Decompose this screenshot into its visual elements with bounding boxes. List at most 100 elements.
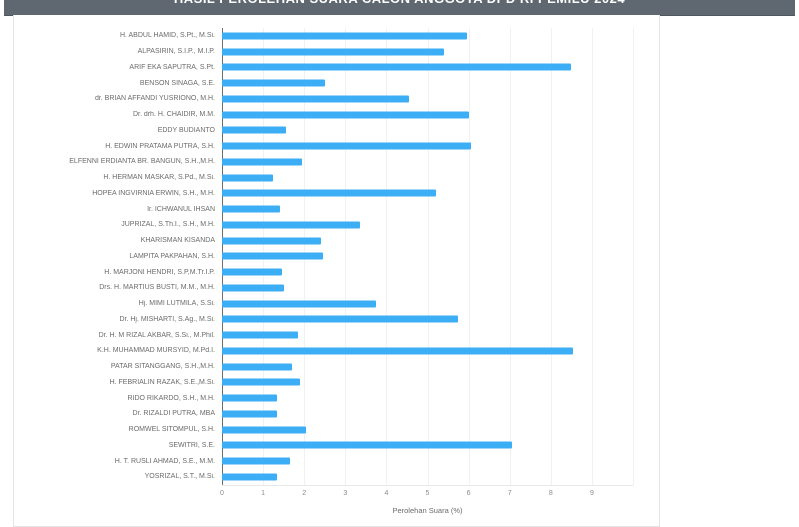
bar[interactable] [222, 394, 278, 402]
bar[interactable] [222, 378, 301, 386]
bar-row: H. EDWIN PRATAMA PUTRA, S.H. [14, 138, 659, 154]
bar-row: H. ABDUL HAMID, S.Pt., M.Si. [14, 28, 659, 44]
bar[interactable] [222, 79, 325, 87]
bar[interactable] [222, 111, 469, 119]
bar[interactable] [222, 331, 299, 339]
bar[interactable] [222, 95, 409, 103]
x-tick-label: 4 [384, 490, 389, 497]
bar-row: ELFENNI ERDIANTA BR. BANGUN, S.H.,M.H. [14, 154, 659, 170]
category-label: Dr. RIZALDI PUTRA, MBA [132, 410, 215, 418]
bar-track [222, 154, 633, 170]
x-axis-ticks: 0 1 2 3 4 5 6 7 8 9 [220, 490, 633, 500]
category-label: Hj. MIMI LUTMILA, S.Si. [138, 300, 215, 308]
category-label: Dr. drh. H. CHAIDIR, M.M. [132, 111, 215, 119]
bar-row: KHARISMAN KISANDA [14, 233, 659, 249]
bar-row: SEWITRI, S.E. [14, 438, 659, 454]
bar[interactable] [222, 457, 290, 465]
bar[interactable] [222, 347, 574, 355]
bar[interactable] [222, 221, 360, 229]
bar-row: Dr. Hj. MISHARTI, S.Ag., M.Si. [14, 312, 659, 328]
category-label: H. HERMAN MASKAR, S.Pd., M.Si. [103, 174, 215, 182]
bar-row: RIDO RIKARDO, S.H., M.H. [14, 390, 659, 406]
category-label: BENSON SINAGA, S.E. [139, 79, 215, 87]
bar-row: H. HERMAN MASKAR, S.Pd., M.Si. [14, 170, 659, 186]
bar-track [222, 107, 633, 123]
bar-track [222, 170, 633, 186]
category-label: dr. BRIAN AFFANDI YUSRIONO, M.H. [94, 95, 215, 103]
bar-track [222, 375, 633, 391]
bar-track [222, 280, 633, 296]
bar-track [222, 186, 633, 202]
bar[interactable] [222, 32, 467, 40]
gridline [427, 28, 429, 485]
bar-row: BENSON SINAGA, S.E. [14, 75, 659, 91]
bar-track [222, 312, 633, 328]
bar-row: H. FEBRIALIN RAZAK, S.E.,M.Si. [14, 375, 659, 391]
bar[interactable] [222, 441, 512, 449]
bar[interactable] [222, 48, 444, 56]
bar-row: Hj. MIMI LUTMILA, S.Si. [14, 296, 659, 312]
category-label: PATAR SITANGGANG, S.H.,M.H. [110, 363, 215, 371]
category-label: ARIF EKA SAPUTRA, S.Pt. [129, 63, 215, 71]
bar[interactable] [222, 63, 572, 71]
category-label: ALPASIRIN, S.I.P., M.I.P. [137, 48, 215, 56]
category-label: RIDO RIKARDO, S.H., M.H. [127, 394, 215, 402]
bar-track [222, 264, 633, 280]
bar[interactable] [222, 410, 278, 418]
bar-track [222, 453, 633, 469]
category-label: H. EDWIN PRATAMA PUTRA, S.H. [105, 142, 215, 150]
category-label: Drs. H. MARTIUS BUSTI, M.M., M.H. [99, 284, 215, 292]
bar-track [222, 438, 633, 454]
bar-track [222, 201, 633, 217]
bar[interactable] [222, 174, 274, 182]
bar-track [222, 60, 633, 76]
bar-row: ROMWEL SITOMPUL, S.H. [14, 422, 659, 438]
bar[interactable] [222, 473, 278, 481]
category-label: EDDY BUDIANTO [157, 126, 215, 134]
app-header: HASIL PEROLEHAN SUARA CALON ANGGOTA DPD … [4, 0, 795, 16]
page-title: HASIL PEROLEHAN SUARA CALON ANGGOTA DPD … [4, 0, 795, 6]
bar[interactable] [222, 426, 307, 434]
bar-row: Ir. ICHWANUL IHSAN [14, 201, 659, 217]
category-label: H. MARJONI HENDRI, S.P,M.Tr.I.P. [104, 268, 215, 276]
x-tick-label: 7 [507, 490, 512, 497]
gridline [468, 28, 470, 485]
gridline [633, 28, 634, 485]
bar[interactable] [222, 189, 436, 197]
gridline [550, 28, 552, 485]
bar[interactable] [222, 252, 323, 260]
gridline [345, 28, 347, 485]
bar-track [222, 359, 633, 375]
category-label: HOPEA INGVIRNIA ERWIN, S.H., M.H. [92, 189, 215, 197]
bar[interactable] [222, 315, 459, 323]
bar-track [222, 28, 633, 44]
bar[interactable] [222, 205, 280, 213]
chart-rows: H. ABDUL HAMID, S.Pt., M.Si. ALPASIRIN, S… [14, 28, 659, 485]
bar[interactable] [222, 363, 292, 371]
bar-row: EDDY BUDIANTO [14, 123, 659, 139]
x-tick-label: 8 [548, 490, 553, 497]
bar[interactable] [222, 284, 284, 292]
bar[interactable] [222, 158, 303, 166]
bar-row: H. MARJONI HENDRI, S.P,M.Tr.I.P. [14, 264, 659, 280]
category-label: H. T. RUSLI AHMAD, S.E., M.M. [114, 457, 215, 465]
bar-track [222, 406, 633, 422]
gridline [386, 28, 388, 485]
bar[interactable] [222, 300, 377, 308]
x-tick-label: 1 [261, 490, 266, 497]
bar[interactable] [222, 237, 321, 245]
category-label: K.H. MUHAMMAD MURSYID, M.Pd.I. [97, 347, 215, 355]
bar[interactable] [222, 268, 282, 276]
bar-track [222, 296, 633, 312]
gridline [591, 28, 593, 485]
x-tick-label: 3 [343, 490, 348, 497]
bar-track [222, 91, 633, 107]
bar[interactable] [222, 142, 471, 150]
chart-card: H. ABDUL HAMID, S.Pt., M.Si. ALPASIRIN, S… [13, 15, 660, 527]
bar[interactable] [222, 126, 286, 134]
bar-row: ARIF EKA SAPUTRA, S.Pt. [14, 60, 659, 76]
category-label: ELFENNI ERDIANTA BR. BANGUN, S.H.,M.H. [69, 158, 215, 166]
category-label: Dr. H. M RIZAL AKBAR, S.Si., M.Phil. [98, 331, 215, 339]
bar-row: H. T. RUSLI AHMAD, S.E., M.M. [14, 453, 659, 469]
category-label: SEWITRI, S.E. [168, 441, 215, 449]
